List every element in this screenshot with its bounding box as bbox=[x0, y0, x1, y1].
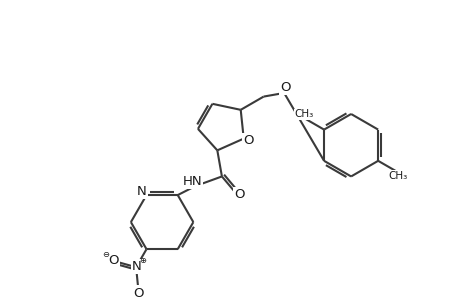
Text: N: N bbox=[137, 185, 146, 198]
Text: O: O bbox=[279, 81, 290, 94]
Text: CH₃: CH₃ bbox=[294, 110, 313, 119]
Text: CH₃: CH₃ bbox=[387, 171, 407, 181]
Text: ⊖: ⊖ bbox=[102, 250, 109, 260]
Text: O: O bbox=[243, 134, 253, 147]
Text: HN: HN bbox=[182, 175, 202, 188]
Text: N: N bbox=[132, 260, 142, 273]
Text: O: O bbox=[234, 188, 245, 201]
Text: O: O bbox=[134, 287, 144, 300]
Text: O: O bbox=[108, 254, 118, 267]
Text: ⊕: ⊕ bbox=[139, 256, 146, 265]
